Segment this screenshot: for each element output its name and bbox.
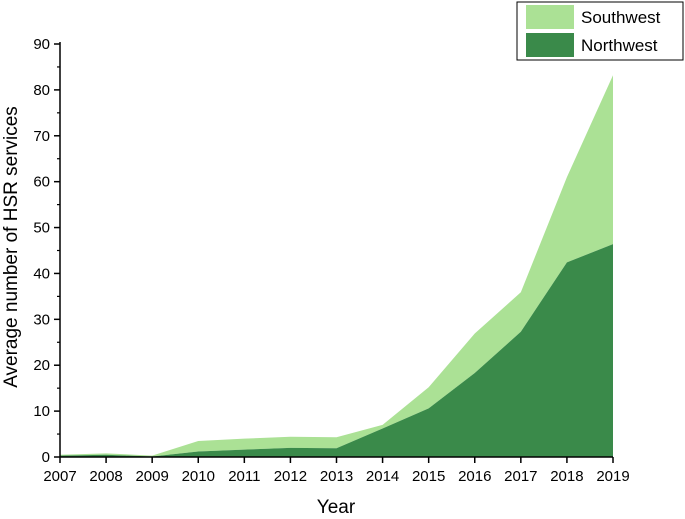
x-tick-label: 2014	[366, 468, 399, 485]
x-tick-label: 2013	[320, 468, 353, 485]
legend-label-northwest: Northwest	[581, 36, 658, 55]
x-tick-label: 2017	[504, 468, 537, 485]
y-axis-title: Average number of HSR services	[1, 106, 22, 388]
x-tick-label: 2010	[182, 468, 215, 485]
legend-swatch-northwest	[526, 33, 574, 57]
x-tick-label: 2016	[458, 468, 491, 485]
x-tick-label: 2008	[89, 468, 122, 485]
y-tick-label: 70	[33, 128, 50, 145]
area-southwest	[60, 75, 613, 457]
y-tick-label: 0	[42, 449, 50, 466]
y-tick-label: 20	[33, 357, 50, 374]
y-tick-label: 80	[33, 82, 50, 99]
x-tick-label: 2011	[228, 468, 260, 485]
legend: Southwest Northwest	[516, 1, 684, 61]
area-northwest	[60, 244, 613, 457]
x-tick-label: 2019	[596, 468, 629, 485]
y-tick-label: 90	[33, 36, 50, 53]
x-tick-label: 2018	[550, 468, 583, 485]
x-axis-title: Year	[317, 497, 356, 518]
y-tick-label: 40	[33, 265, 50, 282]
x-tick-label: 2007	[43, 468, 76, 485]
x-tick-label: 2009	[135, 468, 168, 485]
legend-swatch-southwest	[526, 5, 574, 29]
y-tick-label: 50	[33, 220, 50, 237]
y-tick-label: 30	[33, 311, 50, 328]
legend-label-southwest: Southwest	[581, 8, 661, 27]
y-tick-label: 60	[33, 174, 50, 191]
x-tick-label: 2012	[274, 468, 307, 485]
x-tick-label: 2015	[412, 468, 445, 485]
y-tick-label: 10	[33, 403, 50, 420]
area-series-group	[60, 75, 613, 457]
axes: 0 10 20 30 40 50 60 70 80 90 2007 2008 2009 2010 2011 2…	[33, 36, 629, 485]
